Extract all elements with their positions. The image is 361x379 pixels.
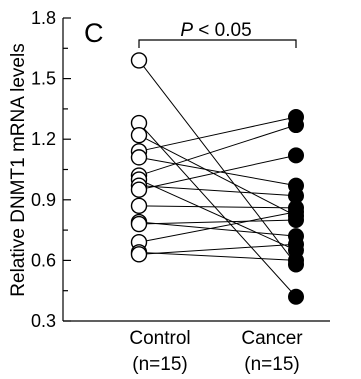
control-point <box>130 126 148 144</box>
y-tick-label: 0.3 <box>31 311 56 331</box>
y-tick-label: 0.6 <box>31 250 56 270</box>
pair-line <box>138 243 297 255</box>
y-tick-label: 1.2 <box>31 129 56 149</box>
pair-line <box>138 185 297 197</box>
control-point <box>130 52 148 69</box>
data-points <box>130 52 304 305</box>
pair-line <box>138 156 297 187</box>
pair-line <box>138 251 297 261</box>
significance-bracket: P < 0.05 <box>138 20 297 48</box>
control-point <box>130 197 148 215</box>
control-point <box>130 181 148 198</box>
y-tick-label: 0.9 <box>31 190 56 210</box>
p-threshold: < 0.05 <box>193 20 252 41</box>
y-axis-label: Relative DNMT1 mRNA levels <box>8 43 29 296</box>
pair-line <box>138 205 297 209</box>
control-point <box>130 215 148 233</box>
panel-label: C <box>84 18 104 48</box>
pair-line <box>138 116 297 152</box>
y-ticks: 0.3 0.6 0.9 1.2 1.5 1.8 <box>31 8 71 331</box>
pair-line <box>138 122 297 298</box>
cancer-point <box>288 147 304 164</box>
category-label-control: Control <box>129 328 190 349</box>
control-point <box>130 246 148 263</box>
pair-line <box>138 154 297 191</box>
cancer-point <box>288 252 304 269</box>
bracket-line <box>138 39 297 48</box>
pair-line <box>138 134 297 217</box>
y-tick-label: 1.5 <box>31 69 56 89</box>
cancer-point <box>288 236 304 253</box>
pair-line <box>138 60 297 265</box>
p-symbol: P <box>180 20 193 41</box>
cancer-point <box>288 117 304 134</box>
control-point <box>130 149 148 166</box>
pair-line <box>138 124 297 177</box>
axes <box>62 18 330 322</box>
pair-line <box>138 221 297 237</box>
category-n-control: (n=15) <box>132 354 187 375</box>
significance-label: P < 0.05 <box>180 20 251 41</box>
pair-line <box>138 219 297 225</box>
category-label-cancer: Cancer <box>241 328 303 349</box>
category-n-cancer: (n=15) <box>244 354 299 375</box>
paired-lines <box>138 60 297 298</box>
cancer-point <box>288 203 304 220</box>
pair-line <box>138 179 297 251</box>
y-tick-label: 1.8 <box>31 8 56 28</box>
pair-line <box>138 211 297 243</box>
cancer-point <box>288 288 304 305</box>
x-category-labels: Control (n=15) Cancer (n=15) <box>129 328 303 375</box>
